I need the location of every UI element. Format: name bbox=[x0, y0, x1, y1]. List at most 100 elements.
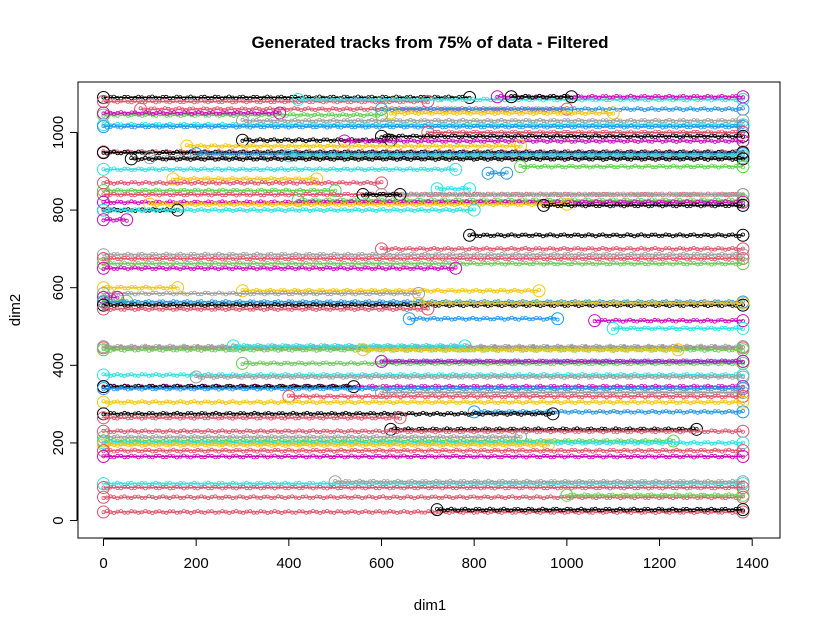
track-point bbox=[419, 167, 422, 170]
track-point bbox=[521, 120, 524, 123]
track-point bbox=[476, 263, 479, 266]
track-point bbox=[235, 189, 238, 192]
track-point bbox=[605, 119, 608, 122]
track-point bbox=[328, 108, 331, 111]
track-point bbox=[415, 248, 418, 251]
track-point bbox=[571, 164, 574, 167]
track-point bbox=[473, 111, 476, 114]
track-point bbox=[699, 234, 702, 237]
track-point bbox=[469, 258, 472, 261]
track-point bbox=[637, 258, 640, 261]
track-point bbox=[573, 135, 576, 138]
track-point bbox=[549, 198, 552, 201]
track-point bbox=[527, 134, 530, 137]
track-point bbox=[252, 167, 255, 170]
track-point bbox=[322, 138, 325, 141]
track-point bbox=[609, 263, 612, 266]
track-point bbox=[706, 135, 709, 138]
track-point bbox=[499, 247, 502, 250]
track-point bbox=[616, 253, 619, 256]
track-point bbox=[207, 97, 210, 100]
track-point bbox=[228, 262, 231, 265]
track-point bbox=[443, 135, 446, 138]
track-point bbox=[326, 138, 329, 141]
track-point bbox=[340, 258, 343, 261]
track-point bbox=[193, 253, 196, 256]
track-point bbox=[408, 135, 411, 138]
track-point bbox=[256, 209, 259, 212]
track-point bbox=[161, 95, 164, 98]
track-point bbox=[182, 263, 185, 266]
track-point bbox=[290, 167, 293, 170]
track-point bbox=[126, 167, 129, 170]
track-point bbox=[423, 167, 426, 170]
track-point bbox=[260, 203, 263, 206]
track-point bbox=[483, 126, 486, 129]
track-point bbox=[436, 186, 439, 189]
track-point bbox=[273, 254, 276, 257]
track-point bbox=[598, 204, 601, 207]
track-point bbox=[262, 120, 265, 123]
track-point bbox=[615, 233, 618, 236]
track-point bbox=[556, 112, 559, 115]
track-point bbox=[334, 114, 337, 117]
track-point bbox=[179, 263, 182, 266]
track-point bbox=[391, 120, 394, 123]
track-point bbox=[609, 140, 612, 143]
track-point bbox=[227, 99, 230, 102]
track-point bbox=[490, 253, 493, 256]
track-point bbox=[130, 181, 133, 184]
track-point bbox=[651, 126, 654, 129]
track-point bbox=[496, 247, 499, 250]
track-point bbox=[134, 181, 137, 184]
track-point bbox=[486, 253, 489, 256]
track-27 bbox=[482, 167, 513, 179]
track-point bbox=[692, 139, 695, 142]
track-point bbox=[305, 208, 308, 211]
track-point bbox=[215, 182, 218, 185]
track-point bbox=[661, 234, 664, 237]
track-point bbox=[528, 234, 531, 237]
track-point bbox=[657, 134, 660, 137]
track-point bbox=[144, 254, 147, 257]
track-point bbox=[390, 203, 393, 206]
track-point bbox=[703, 135, 706, 138]
track-point bbox=[123, 167, 126, 170]
track-point bbox=[374, 258, 377, 261]
track-point bbox=[259, 194, 262, 197]
track-point bbox=[566, 119, 569, 122]
track-point bbox=[566, 130, 569, 133]
track-point bbox=[438, 111, 441, 114]
track-point bbox=[338, 181, 341, 184]
track-point bbox=[294, 256, 297, 259]
track-point bbox=[312, 263, 315, 266]
track-point bbox=[149, 107, 152, 110]
track-point bbox=[389, 112, 392, 115]
track-point bbox=[566, 234, 569, 237]
track-point bbox=[381, 167, 384, 170]
track-point bbox=[339, 168, 342, 171]
track-point bbox=[473, 208, 476, 211]
track-point bbox=[126, 95, 129, 98]
track-point bbox=[305, 144, 308, 147]
track-point bbox=[473, 144, 476, 147]
track-point bbox=[263, 262, 266, 265]
track-point bbox=[347, 263, 350, 266]
track-point bbox=[545, 248, 548, 251]
track-41 bbox=[464, 229, 749, 241]
track-point bbox=[218, 182, 221, 185]
track-point bbox=[217, 167, 220, 170]
track-point bbox=[380, 247, 383, 250]
track-point bbox=[661, 165, 664, 168]
track-point bbox=[482, 233, 485, 236]
track-point bbox=[125, 219, 128, 222]
track-point bbox=[437, 119, 440, 122]
track-point bbox=[720, 158, 723, 161]
track-point bbox=[720, 256, 723, 259]
track-point bbox=[287, 138, 290, 141]
track-point bbox=[441, 140, 444, 143]
track-point bbox=[340, 208, 343, 211]
track-point bbox=[292, 113, 295, 116]
track-point bbox=[616, 166, 619, 169]
track-point bbox=[542, 258, 545, 261]
